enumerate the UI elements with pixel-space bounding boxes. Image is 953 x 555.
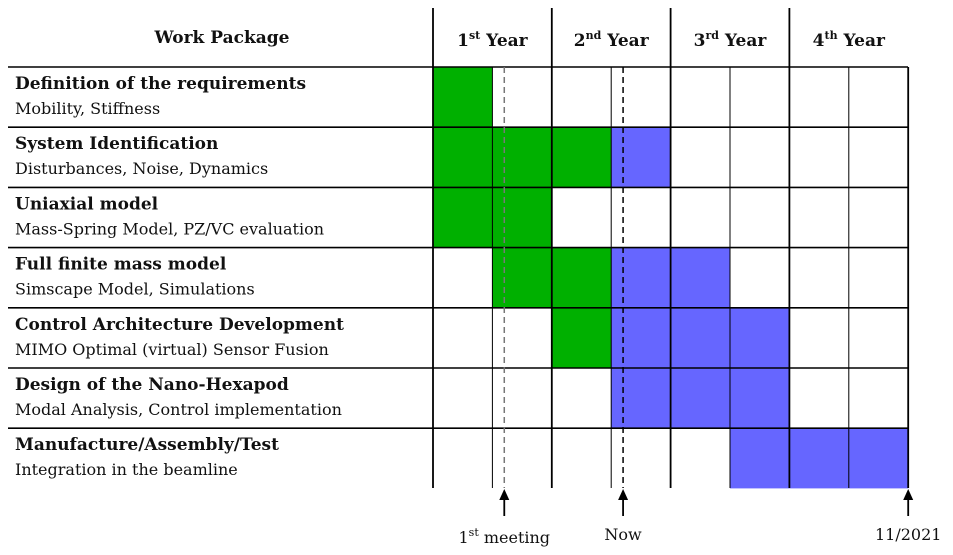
- cell-done-r4-s2: [492, 247, 552, 308]
- cell-planned-r6-s5: [670, 368, 730, 429]
- cell-done-r5-s3: [551, 307, 612, 368]
- cell-done-r4-s3: [551, 247, 612, 308]
- year-header-2: 2nd Year: [574, 29, 650, 51]
- cell-planned-r6-s6: [730, 368, 790, 429]
- work-package-title: Uniaxial model: [15, 194, 159, 214]
- work-package-title: Full finite mass model: [15, 255, 227, 275]
- cell-planned-r6-s4: [611, 368, 671, 429]
- work-package-subtitle: Mass-Spring Model, PZ/VC evaluation: [15, 219, 324, 238]
- year-header-1: 1st Year: [457, 29, 529, 51]
- text-layer: Work Package 1st Year 2nd Year 3rd Year 4th …: [15, 28, 886, 479]
- work-package-title: Design of the Nano-Hexapod: [15, 375, 289, 395]
- work-package-subtitle: Modal Analysis, Control implementation: [15, 400, 342, 419]
- grid-layer: [8, 8, 910, 488]
- cell-done-r3-s1: [433, 187, 493, 248]
- work-package-subtitle: Mobility, Stiffness: [15, 99, 160, 118]
- cell-planned-r4-s4: [611, 247, 671, 308]
- cell-done-r2-s2: [492, 127, 552, 188]
- cell-done-r1-s1: [433, 67, 493, 128]
- first-meeting-label: 1st meeting: [458, 526, 550, 547]
- cell-done-r3-s2: [492, 187, 552, 248]
- cell-planned-r4-s5: [670, 247, 730, 308]
- marker-layer: 1st meeting Now 11/2021: [458, 67, 941, 547]
- cell-planned-r5-s4: [611, 307, 671, 368]
- cell-planned-r7-s6: [730, 428, 790, 489]
- work-package-subtitle: Simscape Model, Simulations: [15, 280, 255, 299]
- cell-planned-r7-s7: [789, 428, 849, 489]
- year-header-4: 4th Year: [813, 29, 886, 51]
- work-package-title: Manufacture/Assembly/Test: [15, 435, 279, 455]
- arrow-up-icon: [903, 489, 914, 500]
- cell-planned-r2-s4: [611, 127, 671, 188]
- cell-done-r2-s3: [551, 127, 612, 188]
- cells-layer: [433, 67, 909, 489]
- cell-done-r2-s1: [433, 127, 493, 188]
- now-label: Now: [604, 525, 642, 544]
- work-package-subtitle: Integration in the beamline: [15, 460, 238, 479]
- arrow-up-icon: [499, 489, 510, 500]
- year-header-3: 3rd Year: [694, 29, 768, 51]
- cell-planned-r5-s5: [670, 307, 730, 368]
- cell-planned-r7-s8: [848, 428, 909, 489]
- work-package-title: System Identification: [15, 134, 218, 154]
- work-package-title: Control Architecture Development: [15, 315, 344, 335]
- work-package-subtitle: Disturbances, Noise, Dynamics: [15, 159, 268, 178]
- work-package-title: Definition of the requirements: [15, 74, 306, 94]
- end-label: 11/2021: [875, 525, 941, 544]
- arrow-up-icon: [618, 489, 629, 500]
- work-package-header: Work Package: [154, 28, 290, 48]
- work-package-subtitle: MIMO Optimal (virtual) Sensor Fusion: [15, 340, 329, 359]
- cell-planned-r5-s6: [730, 307, 790, 368]
